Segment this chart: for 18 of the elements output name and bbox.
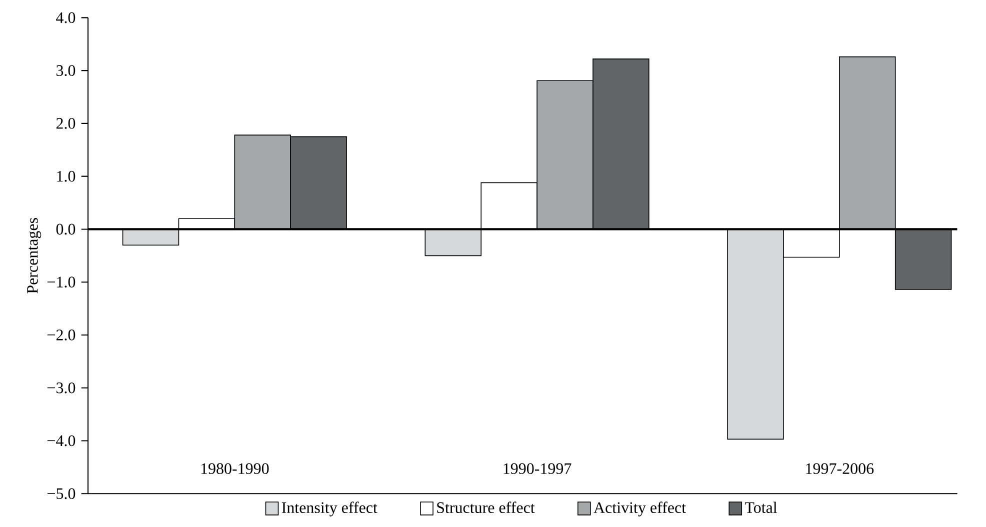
y-tick-label: 3.0 [56, 65, 76, 76]
y-axis-title: Percentages [27, 218, 42, 294]
y-tick-label: −1.0 [48, 276, 76, 288]
legend-label: Structure effect [437, 502, 535, 514]
x-tick-label: 1980-1990 [201, 463, 269, 474]
y-tick-label: 0.0 [56, 224, 76, 235]
y-tick-label: 4.0 [56, 12, 76, 24]
legend-label: Activity effect [594, 502, 686, 516]
y-tick-label: −2.0 [48, 330, 76, 340]
x-tick-label: 1997-2006 [806, 463, 874, 474]
y-tick-label: −5.0 [48, 488, 76, 500]
y-tick-label: −4.0 [48, 435, 76, 446]
y-tick-label: 1.0 [57, 170, 76, 182]
y-tick-label: −3.0 [48, 382, 76, 394]
x-tick-label: 1990-1997 [504, 463, 572, 474]
legend-label: Intensity effect [282, 502, 378, 516]
y-tick-label: 2.0 [56, 118, 76, 129]
legend-label: Total [744, 502, 778, 513]
